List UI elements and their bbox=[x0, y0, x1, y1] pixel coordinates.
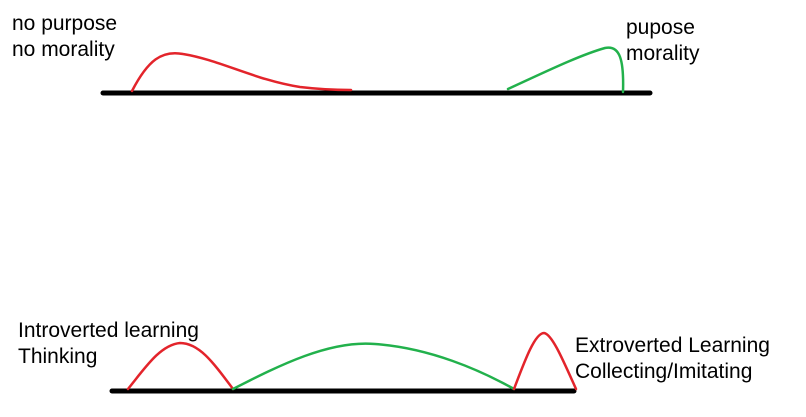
bottom-extroverted-curve bbox=[512, 331, 578, 391]
top-no-purpose-curve bbox=[130, 51, 353, 93]
bottom-right-label-line2: Collecting/Imitating bbox=[575, 360, 753, 383]
bottom-left-label: Introverted learning Thinking bbox=[18, 318, 199, 370]
top-diagram bbox=[100, 46, 653, 96]
top-left-label-line2: no morality bbox=[12, 38, 115, 61]
bottom-middle-curve bbox=[231, 342, 516, 391]
top-right-label-line2: morality bbox=[626, 42, 700, 65]
top-left-label: no purpose no morality bbox=[12, 11, 117, 63]
top-right-label-line1: pupose bbox=[626, 16, 695, 39]
bottom-diagram bbox=[109, 331, 578, 394]
bottom-left-label-line2: Thinking bbox=[18, 345, 98, 368]
bottom-right-label: Extroverted Learning Collecting/Imitatin… bbox=[575, 333, 770, 385]
bottom-introverted-curve bbox=[126, 341, 235, 391]
bottom-left-label-line1: Introverted learning bbox=[18, 319, 199, 342]
bottom-right-label-line1: Extroverted Learning bbox=[575, 334, 770, 357]
top-left-label-line1: no purpose bbox=[12, 12, 118, 35]
top-right-label: pupose morality bbox=[626, 15, 700, 67]
top-purpose-curve bbox=[506, 46, 625, 94]
